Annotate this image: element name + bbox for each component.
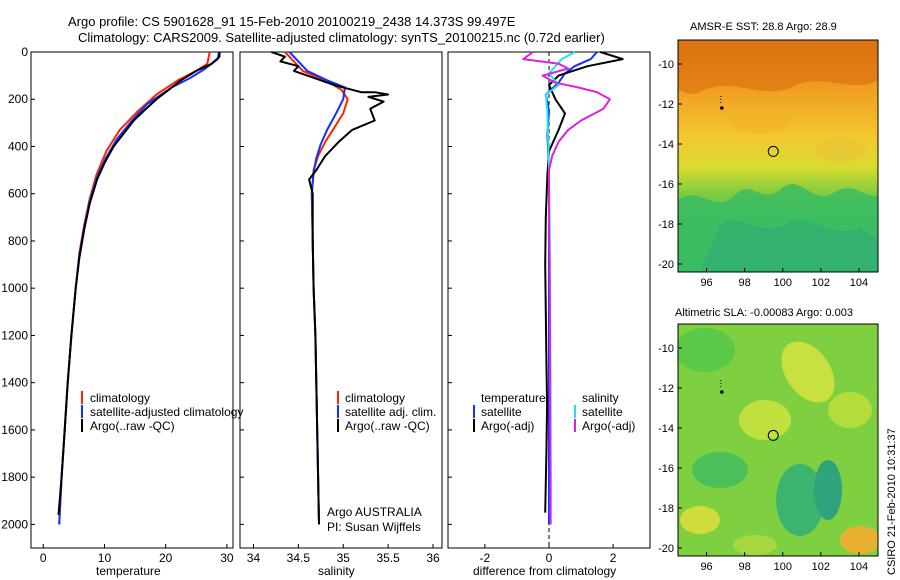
difference-panel: -2 0 2 difference from climatology tempera…: [447, 51, 651, 578]
map-y-tick-label: -14: [658, 423, 674, 435]
legend-argo: Argo(..raw -QC): [345, 419, 430, 433]
y-tick-label: 200: [8, 92, 28, 106]
series-line-satellite-adjusted-climatology: [58, 51, 220, 525]
difference-xlabel: difference from climatology: [473, 564, 616, 578]
legend-salinity-title: salinity: [582, 391, 619, 405]
salinity-panel: 34 34.5 35 35.5 36 salinity climatology sate…: [239, 51, 443, 578]
y-tick-label: 1800: [1, 470, 28, 484]
map-y-tick-label: -14: [658, 139, 674, 151]
temperature-axes: [30, 51, 234, 549]
x-tick-label: 0: [40, 551, 47, 565]
sla-map-title: Altimetric SLA: -0.00083 Argo: 0.003: [675, 307, 853, 319]
temperature-legend: climatology satellite-adjusted climatolo…: [81, 391, 243, 433]
map-y-tick-label: -16: [658, 179, 674, 191]
legend-satellite-adjusted: satellite-adjusted climatology: [90, 405, 243, 419]
map-y-tick-label: -12: [658, 383, 674, 395]
map-x-tick-label: 104: [850, 277, 868, 289]
map-y-tick-label: -18: [658, 219, 674, 231]
y-tick-label: 1200: [1, 328, 28, 342]
float-position-marker: [767, 145, 779, 157]
sst-map-axes: [677, 39, 879, 273]
x-tick-label: 36: [426, 551, 440, 565]
float-position-marker: [767, 429, 779, 441]
x-tick-label: 2: [610, 551, 617, 565]
legend-satellite-adj: satellite adj. clim.: [345, 405, 436, 419]
sla-map-axes: [677, 323, 879, 557]
map-x-tick-label: 100: [774, 561, 792, 573]
sst-map-title: AMSR-E SST: 28.8 Argo: 28.9: [690, 21, 837, 33]
figure-title-line1: Argo profile: CS 5901628_91 15-Feb-2010 …: [68, 14, 516, 29]
y-tick-label: 2000: [1, 517, 28, 531]
salinity-legend: climatology satellite adj. clim. Argo(..…: [337, 391, 436, 433]
temperature-xlabel: temperature: [96, 564, 161, 578]
float-program-label: Argo AUSTRALIA: [327, 505, 422, 519]
x-tick-label: 10: [98, 551, 112, 565]
series-line-climatology: [58, 51, 211, 525]
x-tick-label: 30: [220, 551, 234, 565]
map-x-tick-label: 102: [812, 277, 830, 289]
series-line-temperature-argo-adj-: [544, 51, 624, 513]
y-tick-label: 1400: [1, 376, 28, 390]
float-pi-label: PI: Susan Wijffels: [327, 520, 421, 534]
legend-sal-argo: Argo(-adj): [582, 419, 635, 433]
y-tick-label: 400: [8, 139, 28, 153]
x-tick-label: 35.5: [376, 551, 400, 565]
y-tick-label: 0: [21, 45, 28, 59]
sla-heatmap: [678, 324, 878, 556]
difference-legend: temperature satellite Argo(-adj) salinit…: [473, 391, 635, 433]
legend-temperature-title: temperature: [481, 391, 546, 405]
map-x-tick-label: 96: [700, 561, 712, 573]
y-tick-label: 600: [8, 187, 28, 201]
map-x-tick-label: 102: [812, 561, 830, 573]
map-x-tick-label: 104: [850, 561, 868, 573]
x-tick-label: 0: [546, 551, 553, 565]
x-tick-label: 20: [159, 551, 173, 565]
sst-map-panel: AMSR-E SST: 28.8 Argo: 28.9 96 98 100 102 10…: [658, 21, 879, 289]
x-tick-label: 34: [247, 551, 261, 565]
x-tick-label: 34.5: [287, 551, 311, 565]
legend-temp-satellite: satellite: [481, 405, 522, 419]
series-line-climatology: [284, 51, 349, 525]
map-y-tick-label: -10: [658, 343, 674, 355]
series-line-argo-raw-qc-: [271, 51, 390, 525]
y-tick-label: 800: [8, 234, 28, 248]
salinity-axes: [239, 51, 443, 549]
series-line-temperature-satellite: [544, 51, 598, 525]
map-y-tick-label: -20: [658, 543, 674, 555]
map-x-tick-label: 100: [774, 277, 792, 289]
map-y-tick-label: -18: [658, 503, 674, 515]
sst-heatmap: [678, 40, 878, 272]
x-tick-label: 35: [337, 551, 351, 565]
legend-climatology: climatology: [90, 391, 150, 405]
legend-climatology: climatology: [345, 391, 405, 405]
legend-argo: Argo(..raw -QC): [90, 419, 175, 433]
temperature-panel: 0 10 20 30 0 200 400 600 800 1000 1200 1400 1600 1800…: [1, 45, 243, 578]
credit-timestamp: CSIRO 21-Feb-2010 10:31:37: [886, 428, 898, 575]
figure-title-line2: Climatology: CARS2009. Satellite-adjuste…: [78, 30, 605, 45]
map-y-tick-label: -10: [658, 59, 674, 71]
series-line-argo-raw-qc-: [57, 52, 221, 515]
legend-temp-argo: Argo(-adj): [481, 419, 534, 433]
y-tick-label: 1600: [1, 423, 28, 437]
map-x-tick-label: 98: [739, 277, 751, 289]
salinity-xlabel: salinity: [318, 564, 355, 578]
map-y-tick-label: -20: [658, 259, 674, 271]
map-y-tick-label: -12: [658, 99, 674, 111]
map-x-tick-label: 98: [739, 561, 751, 573]
previous-position-dot: [720, 106, 724, 110]
map-x-tick-label: 96: [700, 277, 712, 289]
legend-sal-satellite: satellite: [582, 405, 623, 419]
map-y-tick-label: -16: [658, 463, 674, 475]
previous-position-dot: [720, 390, 724, 394]
y-tick-label: 1000: [1, 281, 28, 295]
sla-map-panel: Altimetric SLA: -0.00083 Argo: 0.003 96 9…: [658, 307, 879, 573]
x-tick-label: -2: [480, 551, 491, 565]
series-line-salinity-argo-adj-: [522, 51, 611, 525]
